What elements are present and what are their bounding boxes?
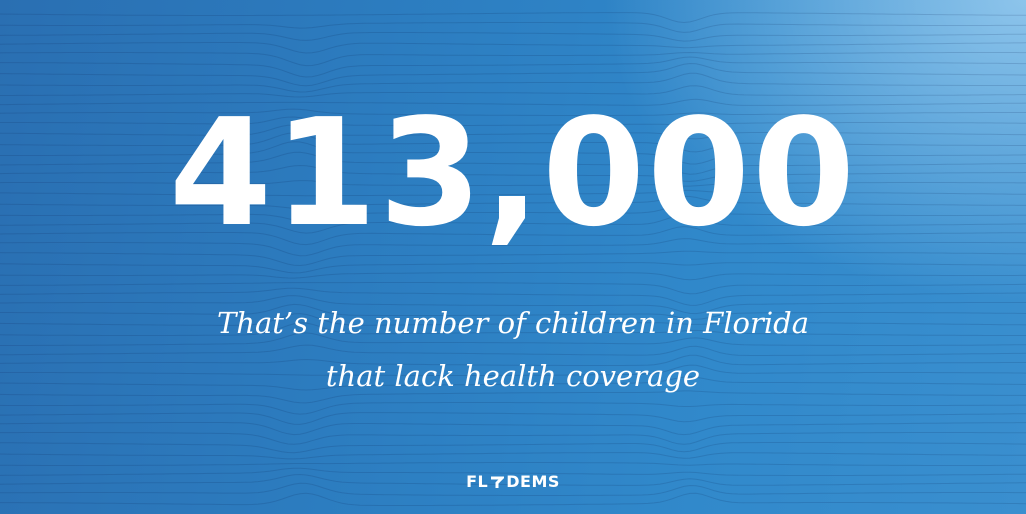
- wave-line: [0, 226, 1026, 246]
- wave-line: [0, 303, 1026, 320]
- subtitle-line: That’s the number of children in Florida: [216, 306, 810, 340]
- headline: 413,000: [168, 87, 858, 259]
- logo-text: FL: [466, 472, 489, 491]
- wave-line: [0, 442, 1026, 454]
- wave-line: [0, 492, 1026, 506]
- wave-line: [0, 344, 1026, 356]
- wave-line: [0, 354, 1026, 366]
- wave-line: [0, 51, 1026, 67]
- wave-line: [0, 432, 1026, 445]
- wave-line: [0, 72, 1026, 93]
- wave-line: [0, 287, 1026, 306]
- wave-line: [0, 332, 1026, 346]
- wave-line: [0, 62, 1026, 87]
- wave-line: [0, 467, 1026, 476]
- wave-line: [0, 462, 1026, 466]
- wave-line: [0, 262, 1026, 274]
- wave-line: [0, 313, 1026, 326]
- wave-line: [0, 482, 1026, 496]
- subtitle-line: that lack health coverage: [325, 359, 701, 393]
- wave-line: [0, 151, 1026, 175]
- wave-line: [0, 272, 1026, 281]
- wave-line: [0, 203, 1026, 223]
- wave-line: [0, 422, 1026, 436]
- wave-line: [0, 116, 1026, 127]
- wave-line: [0, 32, 1026, 42]
- wave-line: [0, 22, 1026, 33]
- wave-line: [0, 402, 1026, 415]
- wave-line: [0, 164, 1026, 182]
- wave-line: [0, 108, 1026, 116]
- wave-line: [0, 473, 1026, 486]
- wave-line: [0, 42, 1026, 54]
- wave-line: [0, 189, 1026, 197]
- logo-text: DEMS: [506, 472, 560, 491]
- wave-line: [0, 124, 1026, 140]
- wave-line: [0, 282, 1026, 295]
- wave-line: [0, 238, 1026, 257]
- wave-line: [0, 452, 1026, 460]
- wave-line: [0, 364, 1026, 376]
- wave-line: [0, 12, 1026, 24]
- wave-line: [0, 214, 1026, 234]
- wave-line: [0, 195, 1026, 210]
- wave-line: [0, 412, 1026, 425]
- wave-line: [0, 295, 1026, 315]
- wave-line: [0, 132, 1026, 153]
- wave-line: [0, 56, 1026, 78]
- wave-line: [0, 376, 1026, 391]
- wave-line: [0, 322, 1026, 336]
- wave-line: [0, 390, 1026, 404]
- logo-mark: [491, 476, 506, 488]
- wave-line: [0, 180, 1026, 187]
- logo: FL DEMS: [0, 472, 1026, 491]
- wave-line: [0, 85, 1026, 98]
- wave-line: [0, 250, 1026, 267]
- wave-line: [0, 98, 1026, 106]
- wave-line: [0, 141, 1026, 165]
